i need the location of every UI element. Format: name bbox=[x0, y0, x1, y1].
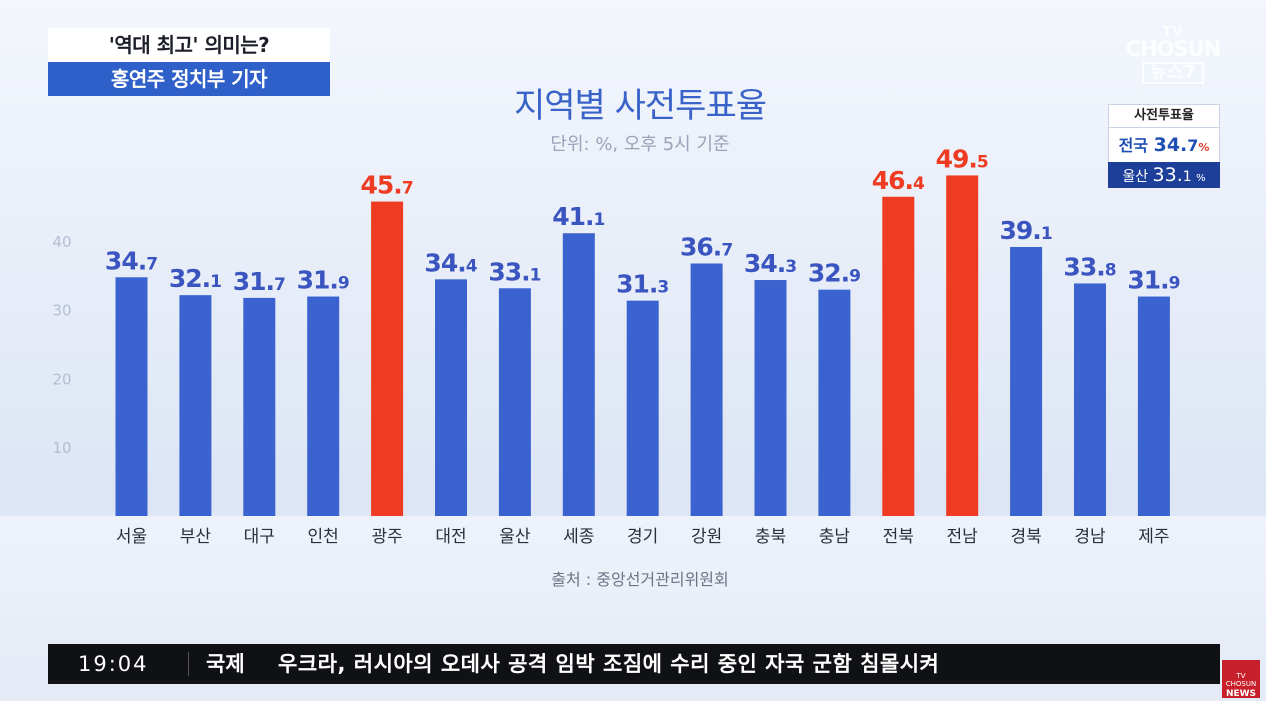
value-label: 41.1 bbox=[552, 202, 605, 231]
logo-tv: TV bbox=[1162, 25, 1184, 40]
value-label: 31.3 bbox=[616, 270, 669, 299]
region-unit: % bbox=[1196, 173, 1206, 184]
category-label: 울산 bbox=[499, 527, 531, 547]
category-label: 경기 bbox=[627, 527, 658, 547]
y-axis-ticks: 10 20 30 40 bbox=[52, 233, 71, 457]
value-label: 34.7 bbox=[105, 246, 158, 275]
value-label: 34.4 bbox=[424, 248, 477, 277]
bar bbox=[626, 300, 659, 516]
category-label: 부산 bbox=[180, 527, 212, 547]
value-label: 36.7 bbox=[680, 233, 733, 262]
bar bbox=[179, 295, 212, 516]
bar bbox=[1074, 283, 1106, 516]
news-logo-line1: TV CHOSUN bbox=[1225, 672, 1257, 689]
bar bbox=[498, 288, 531, 516]
y-tick-label: 10 bbox=[52, 439, 71, 457]
ticker-divider bbox=[188, 652, 189, 676]
category-label: 대구 bbox=[244, 527, 275, 547]
bar bbox=[1137, 296, 1170, 516]
value-label: 32.1 bbox=[169, 264, 222, 293]
national-rate: 전국 34.7% bbox=[1108, 128, 1220, 162]
value-label: 39.1 bbox=[1000, 216, 1053, 245]
category-label: 충북 bbox=[755, 527, 786, 547]
category-label: 전남 bbox=[947, 527, 979, 547]
logo-news7: 뉴스7 bbox=[1142, 62, 1204, 84]
topic-caption: '역대 최고' 의미는? bbox=[48, 28, 330, 62]
bar bbox=[946, 175, 979, 516]
bar bbox=[690, 263, 723, 516]
bar bbox=[115, 277, 148, 516]
value-label: 33.8 bbox=[1063, 252, 1116, 281]
bar bbox=[882, 196, 915, 516]
category-label: 제주 bbox=[1138, 527, 1169, 547]
category-labels: 서울 부산 대구 인천 광주 대전 울산 세종 경기 강원 충북 충남 전북 전남 경북 경남 제주 bbox=[116, 527, 1170, 547]
region-value-dec: 1 bbox=[1182, 169, 1192, 185]
value-label: 46.4 bbox=[872, 166, 925, 195]
region-value-int: 33. bbox=[1152, 164, 1183, 186]
category-label: 충남 bbox=[819, 527, 851, 547]
category-label: 경북 bbox=[1010, 527, 1041, 547]
bar bbox=[754, 280, 787, 516]
category-label: 인천 bbox=[308, 527, 339, 547]
value-label: 45.7 bbox=[361, 171, 414, 200]
bar bbox=[307, 296, 340, 516]
national-value-dec: 7 bbox=[1187, 136, 1199, 155]
bar bbox=[435, 279, 467, 516]
region-label: 울산 bbox=[1122, 169, 1149, 185]
bar bbox=[371, 201, 404, 517]
national-value-int: 34. bbox=[1153, 134, 1188, 156]
y-tick-label: 30 bbox=[52, 302, 71, 320]
ticker-category: 국제 bbox=[206, 652, 245, 676]
chart-subtitle: 단위: %, 오후 5시 기준 bbox=[550, 134, 730, 155]
value-label: 31.9 bbox=[1127, 266, 1180, 295]
bar bbox=[562, 233, 595, 516]
chart-title: 지역별 사전투표율 bbox=[513, 86, 767, 126]
channel-logo: TV CHOSUN 뉴스7 bbox=[1110, 26, 1236, 84]
national-unit: % bbox=[1198, 141, 1210, 154]
category-label: 서울 bbox=[116, 527, 147, 547]
national-label: 전국 bbox=[1118, 136, 1149, 155]
category-label: 전북 bbox=[883, 527, 914, 547]
region-rate: 울산 33.1 % bbox=[1108, 162, 1220, 188]
category-label: 대전 bbox=[435, 527, 466, 547]
news-ticker: 19:04 국제 우크라, 러시아의 오데사 공격 임박 조짐에 수리 중인 자… bbox=[48, 644, 1220, 684]
value-label: 31.9 bbox=[297, 266, 350, 295]
value-label: 34.3 bbox=[744, 249, 797, 278]
bar bbox=[243, 297, 276, 516]
value-label: 32.9 bbox=[808, 259, 861, 288]
news-logo: TV CHOSUN NEWS bbox=[1222, 660, 1260, 699]
news-logo-line2: NEWS bbox=[1225, 688, 1257, 699]
bar bbox=[1010, 246, 1043, 516]
category-label: 경남 bbox=[1074, 527, 1106, 547]
early-vote-panel: 사전투표율 전국 34.7% 울산 33.1 % bbox=[1108, 104, 1220, 188]
y-tick-label: 20 bbox=[52, 370, 71, 388]
logo-chosun: CHOSUN bbox=[1125, 37, 1222, 61]
source-note: 출처 : 중앙선거관리위원회 bbox=[551, 570, 729, 589]
category-label: 세종 bbox=[563, 527, 594, 547]
value-labels: 34.7 32.1 31.7 31.9 45.7 34.4 33.1 41.1 31.3 36.7… bbox=[105, 144, 1181, 298]
ticker-time: 19:04 bbox=[78, 652, 149, 676]
category-label: 광주 bbox=[371, 527, 402, 547]
value-label: 49.5 bbox=[936, 144, 989, 173]
panel-title: 사전투표율 bbox=[1108, 104, 1220, 128]
reporter-caption: 홍연주 정치부 기자 bbox=[48, 62, 330, 96]
value-label: 33.1 bbox=[488, 257, 541, 286]
value-label: 31.7 bbox=[233, 267, 286, 296]
category-label: 강원 bbox=[691, 527, 722, 547]
y-tick-label: 40 bbox=[52, 233, 71, 251]
bar bbox=[818, 289, 851, 516]
bars bbox=[115, 175, 1170, 517]
ticker-headline: 우크라, 러시아의 오데사 공격 임박 조짐에 수리 중인 자국 군함 침몰시켜 bbox=[278, 652, 940, 676]
